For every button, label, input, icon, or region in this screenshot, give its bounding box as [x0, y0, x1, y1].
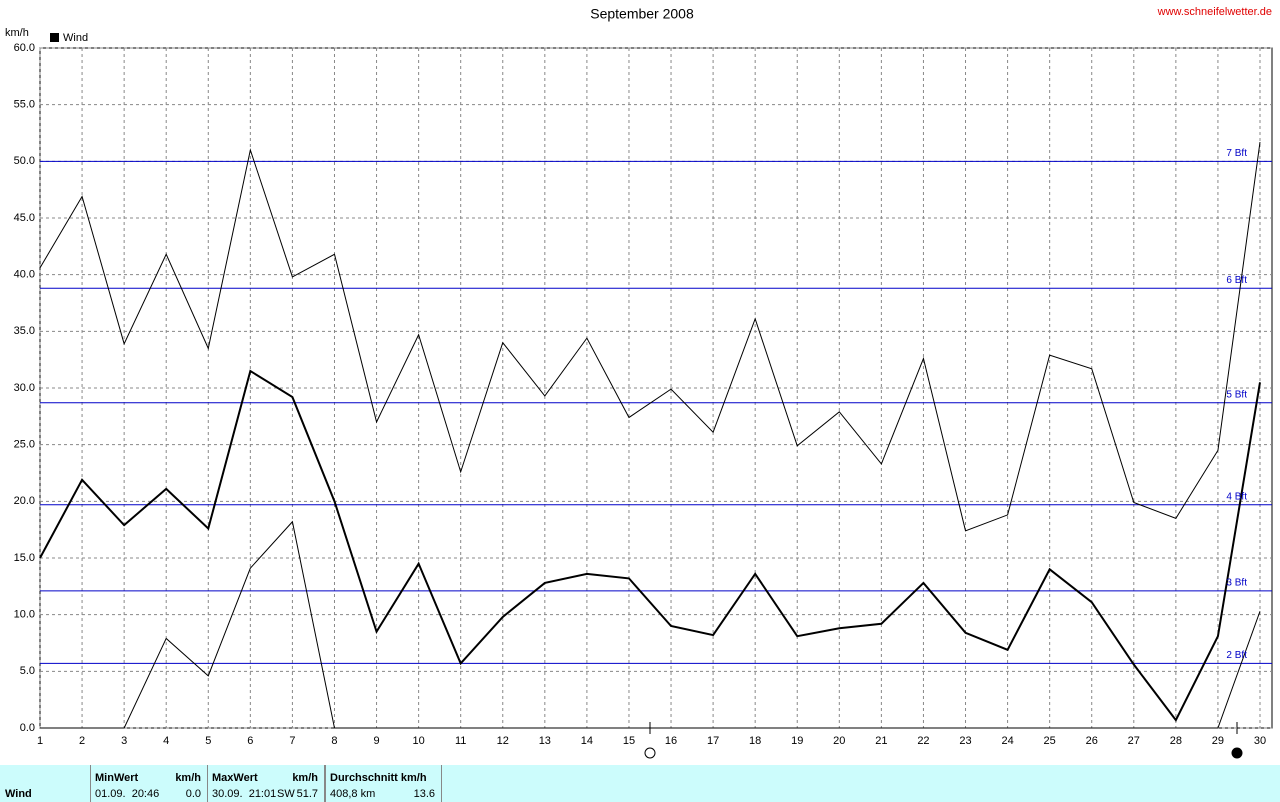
- value: 13.6: [413, 788, 435, 800]
- y-tick-label: 25.0: [14, 439, 35, 451]
- legend-swatch: [50, 33, 59, 42]
- beaufort-label: 3 Bft: [1226, 578, 1247, 589]
- x-tick-label: 11: [455, 735, 466, 747]
- x-tick-label: 6: [247, 735, 253, 747]
- x-tick-label: 8: [331, 735, 337, 747]
- direction: SW: [277, 788, 295, 800]
- unit: km/h: [292, 772, 318, 784]
- unit: km/h: [175, 772, 201, 784]
- x-tick-label: 20: [833, 735, 845, 747]
- source: www.schneifelwetter.de: [1157, 6, 1272, 18]
- x-tick-label: 9: [373, 735, 379, 747]
- y-tick-label: 10.0: [14, 609, 35, 621]
- x-tick-label: 24: [1001, 735, 1013, 747]
- y-tick-label: 20.0: [14, 495, 35, 507]
- y-tick-label: 50.0: [14, 155, 35, 167]
- y-tick-label: 55.0: [14, 99, 35, 111]
- beaufort-label: 6 Bft: [1226, 275, 1247, 286]
- max-col: MaxWert km/h 30.09. 21:01 SW 51.7: [207, 765, 325, 802]
- row-label: Wind: [5, 788, 32, 800]
- x-tick-label: 19: [791, 735, 803, 747]
- y-tick-label: 15.0: [14, 552, 35, 564]
- header: MinWert: [95, 772, 139, 784]
- beaufort-label: 7 Bft: [1226, 148, 1247, 159]
- time: 01.09. 20:46: [95, 788, 160, 800]
- x-tick-label: 21: [875, 735, 887, 747]
- y-tick-label: 30.0: [14, 382, 35, 394]
- chart-title: September 2008: [590, 6, 694, 22]
- y-tick-label: 60.0: [14, 42, 35, 54]
- min-col: MinWert km/h 01.09. 20:46 0.0: [90, 765, 208, 802]
- wind-line: [39, 141, 1261, 532]
- value: 51.7: [296, 788, 318, 800]
- x-tick-label: 3: [121, 735, 127, 747]
- new-moon: [1231, 747, 1243, 759]
- x-tick-label: 30: [1254, 735, 1266, 747]
- x-tick-label: 15: [623, 735, 635, 747]
- value: 0.0: [185, 788, 201, 800]
- y-tick-label: 45.0: [14, 212, 35, 224]
- x-tick-label: 28: [1170, 735, 1182, 747]
- y-tick-label: 40.0: [14, 269, 35, 281]
- x-tick-label: 13: [539, 735, 551, 747]
- y-tick-label: 5.0: [20, 665, 35, 677]
- wind-line: [40, 520, 1261, 729]
- x-tick-label: 18: [749, 735, 761, 747]
- beaufort-label: 5 Bft: [1226, 389, 1247, 400]
- x-tick-label: 25: [1044, 735, 1056, 747]
- x-tick-label: 23: [959, 735, 971, 747]
- distance: 408,8 km: [330, 788, 376, 800]
- y-tick-label: 35.0: [14, 325, 35, 337]
- x-tick-label: 2: [79, 735, 85, 747]
- x-tick-label: 4: [163, 735, 169, 747]
- x-tick-label: 10: [412, 735, 424, 747]
- x-tick-label: 1: [37, 735, 43, 747]
- y-unit: km/h: [5, 27, 29, 39]
- avg-col: Durchschnitt km/h 408,8 km 13.6: [325, 765, 442, 802]
- legend-label: Wind: [63, 32, 88, 44]
- x-tick-label: 22: [917, 735, 929, 747]
- wind-line: [39, 369, 1261, 722]
- x-tick-label: 5: [205, 735, 211, 747]
- x-tick-label: 16: [665, 735, 677, 747]
- beaufort-label: 4 Bft: [1226, 491, 1247, 502]
- plot-frame: [39, 47, 1273, 729]
- full-moon: [644, 747, 656, 759]
- x-tick-label: 26: [1086, 735, 1098, 747]
- beaufort-label: 2 Bft: [1226, 650, 1247, 661]
- x-tick-label: 17: [707, 735, 719, 747]
- chart: September 2008 www.schneifelwetter.de km…: [5, 6, 1273, 759]
- x-tick-label: 29: [1212, 735, 1224, 747]
- y-tick-label: 0.0: [20, 722, 35, 734]
- header: Durchschnitt km/h: [330, 772, 427, 784]
- x-tick-label: 7: [289, 735, 295, 747]
- x-tick-label: 14: [581, 735, 593, 747]
- time: 30.09. 21:01: [212, 788, 277, 800]
- header: MaxWert: [212, 772, 258, 784]
- x-tick-label: 27: [1128, 735, 1140, 747]
- stats-table: Wind MinWert km/h 01.09. 20:46 0.0 MaxWe…: [0, 765, 1280, 802]
- x-tick-label: 12: [497, 735, 509, 747]
